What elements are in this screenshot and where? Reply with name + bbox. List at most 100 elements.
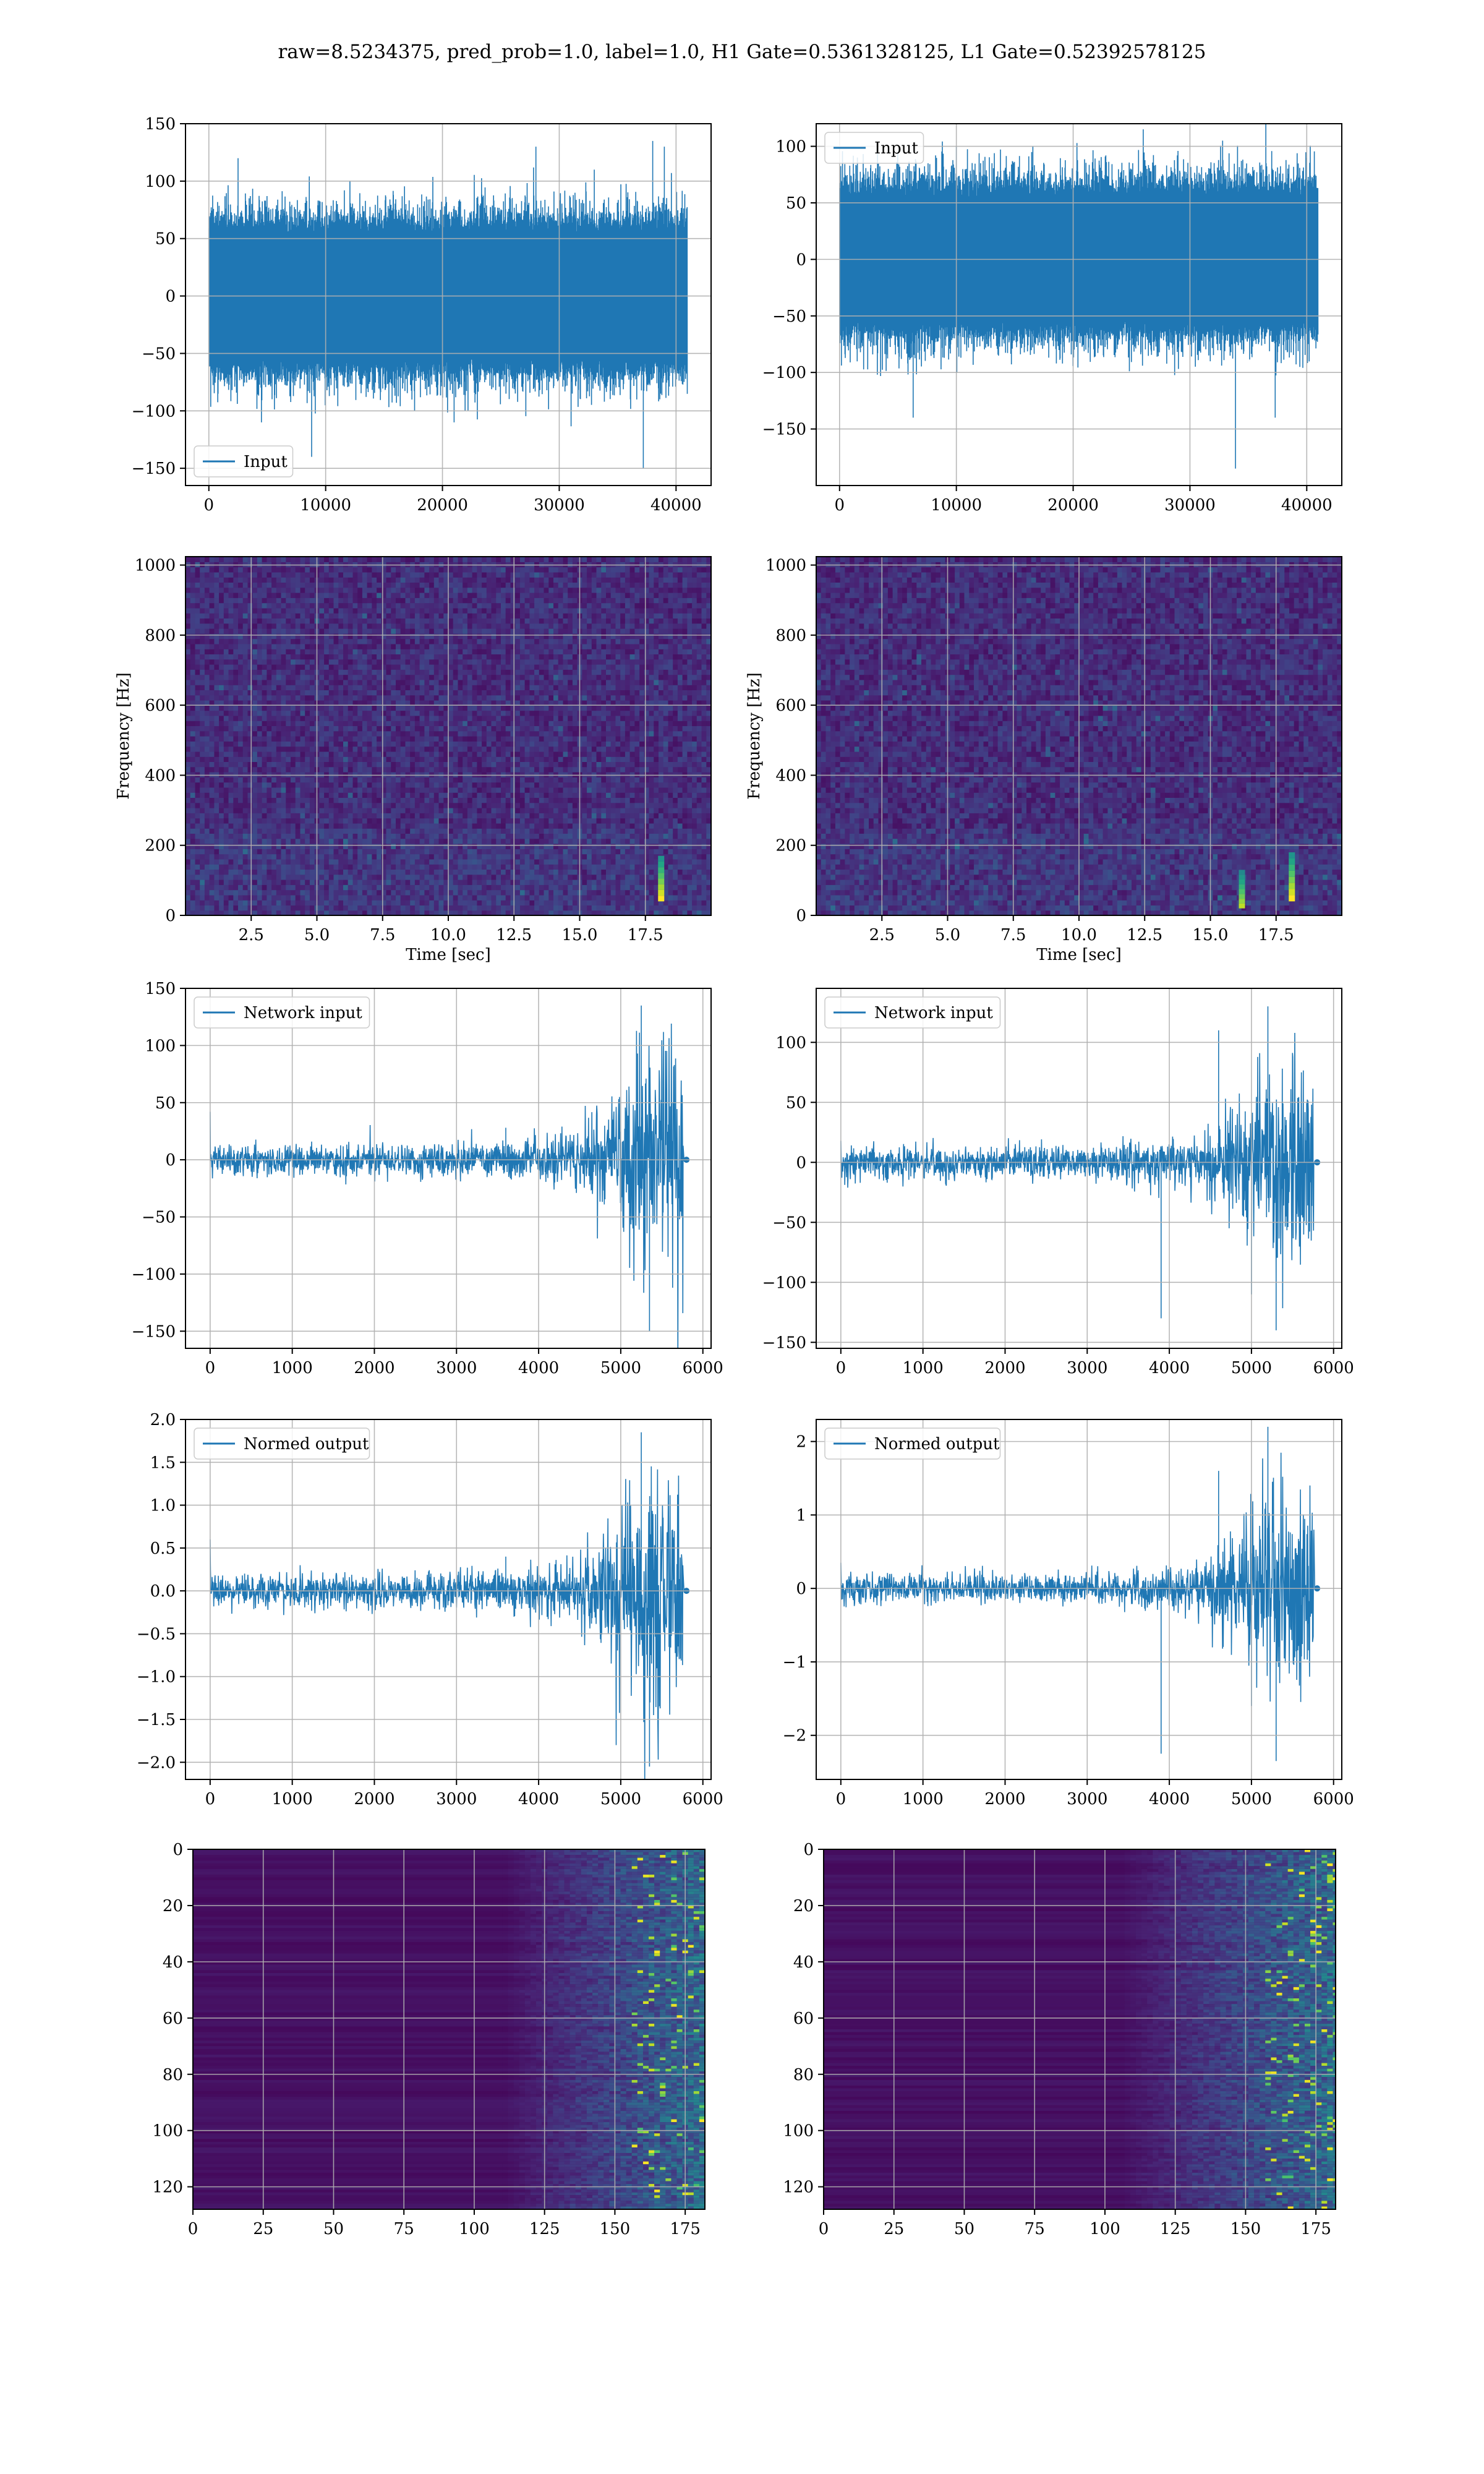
spectrogram-cell (204, 582, 210, 588)
spectrogram-cell (396, 643, 401, 649)
spectrogram-cell (319, 818, 325, 824)
spectrogram-cell (419, 562, 425, 568)
spectrogram-cell (223, 602, 229, 609)
spectrogram-cell (486, 685, 492, 690)
spectrogram-cell (496, 571, 501, 578)
spectrogram-cell (396, 766, 401, 773)
spectrogram-cell (195, 777, 200, 783)
spectrogram-cell (348, 715, 353, 721)
spectrogram-cell (291, 910, 296, 915)
spectrogram-cell (204, 664, 210, 670)
spectrogram-cell (348, 813, 353, 819)
spectrogram-cell (414, 808, 420, 813)
spectrogram-cell (458, 633, 463, 640)
spectrogram-cell (333, 823, 339, 829)
spectrogram-cell (367, 905, 372, 911)
spectrogram-cell (238, 746, 244, 752)
spectrogram-cell (343, 741, 349, 747)
spectrogram-cell (271, 813, 277, 819)
spectrogram-cell (204, 721, 210, 726)
spectrogram-cell (233, 772, 239, 777)
spectrogram-cell (424, 607, 430, 614)
spectrogram-cell (238, 813, 244, 819)
spectrogram-cell (186, 797, 191, 803)
spectrogram-cell (491, 721, 497, 726)
spectrogram-cell (233, 562, 239, 568)
spectrogram-cell (419, 900, 425, 905)
spectrogram-cell (377, 690, 382, 696)
spectrogram-cell (291, 772, 296, 777)
spectrogram-cell (348, 792, 353, 798)
spectrogram-cell (391, 756, 396, 762)
spectrogram-cell (300, 766, 305, 773)
spectrogram-cell (405, 607, 411, 614)
spectrogram-cell (362, 726, 368, 732)
spectrogram-cell (238, 772, 244, 777)
spectrogram-cell (343, 638, 349, 644)
spectrogram-cell (281, 874, 286, 880)
spectrogram-cell (324, 607, 330, 614)
spectrogram-cell (309, 849, 315, 855)
spectrogram-cell (300, 695, 305, 701)
spectrogram-cell (458, 900, 463, 905)
spectrogram-cell (496, 577, 501, 583)
spectrogram-cell (433, 715, 440, 721)
spectrogram-cell (486, 741, 492, 747)
spectrogram-cell (242, 905, 248, 911)
spectrogram-cell (228, 910, 234, 915)
spectrogram-cell (300, 571, 305, 578)
spectrogram-cell (424, 900, 430, 905)
spectrogram-cell (429, 869, 435, 875)
spectrogram-cell (377, 884, 382, 891)
spectrogram-cell (209, 618, 215, 624)
spectrogram-cell (242, 654, 248, 660)
spectrogram-cell (228, 874, 234, 880)
spectrogram-cell (477, 587, 482, 593)
spectrogram-cell (453, 751, 458, 757)
spectrogram-cell (233, 746, 239, 752)
spectrogram-cell (372, 705, 377, 711)
spectrogram-cell (477, 813, 482, 819)
spectrogram-cell (305, 787, 310, 793)
spectrogram-cell (396, 674, 401, 680)
spectrogram-cell (281, 674, 286, 680)
spectrogram-cell (377, 858, 382, 865)
spectrogram-cell (338, 654, 344, 660)
spectrogram-cell (381, 685, 387, 690)
spectrogram-cell (233, 869, 239, 875)
spectrogram-cell (262, 643, 267, 649)
spectrogram-cell (362, 823, 368, 829)
spectrogram-cell (510, 674, 516, 680)
spectrogram-cell (242, 772, 248, 777)
spectrogram-cell (362, 894, 368, 901)
spectrogram-cell (419, 880, 425, 885)
spectrogram-cell (276, 695, 282, 701)
spectrogram-cell (367, 695, 372, 701)
spectrogram-cell (433, 643, 440, 649)
spectrogram-cell (453, 910, 458, 915)
spectrogram-cell (438, 854, 444, 860)
spectrogram-cell (433, 571, 440, 578)
spectrogram-cell (372, 674, 377, 680)
spectrogram-cell (348, 751, 353, 757)
spectrogram-cell (515, 643, 521, 649)
spectrogram-cell (238, 654, 244, 660)
spectrogram-cell (443, 726, 449, 732)
spectrogram-cell (429, 910, 435, 915)
spectrogram-cell (510, 746, 516, 752)
spectrogram-cell (219, 587, 224, 593)
spectrogram-cell (238, 557, 244, 562)
spectrogram-cell (200, 808, 205, 813)
spectrogram-cell (448, 880, 454, 885)
spectrogram-cell (472, 710, 477, 716)
spectrogram-cell (333, 628, 339, 634)
spectrogram-cell (510, 802, 516, 808)
spectrogram-cell (333, 715, 339, 721)
spectrogram-cell (352, 623, 358, 629)
spectrogram-cell (204, 828, 210, 834)
spectrogram-cell (386, 787, 391, 793)
spectrogram-cell (458, 715, 463, 721)
spectrogram-cell (501, 613, 506, 618)
spectrogram-cell (357, 772, 363, 777)
spectrogram-cell (414, 710, 420, 716)
